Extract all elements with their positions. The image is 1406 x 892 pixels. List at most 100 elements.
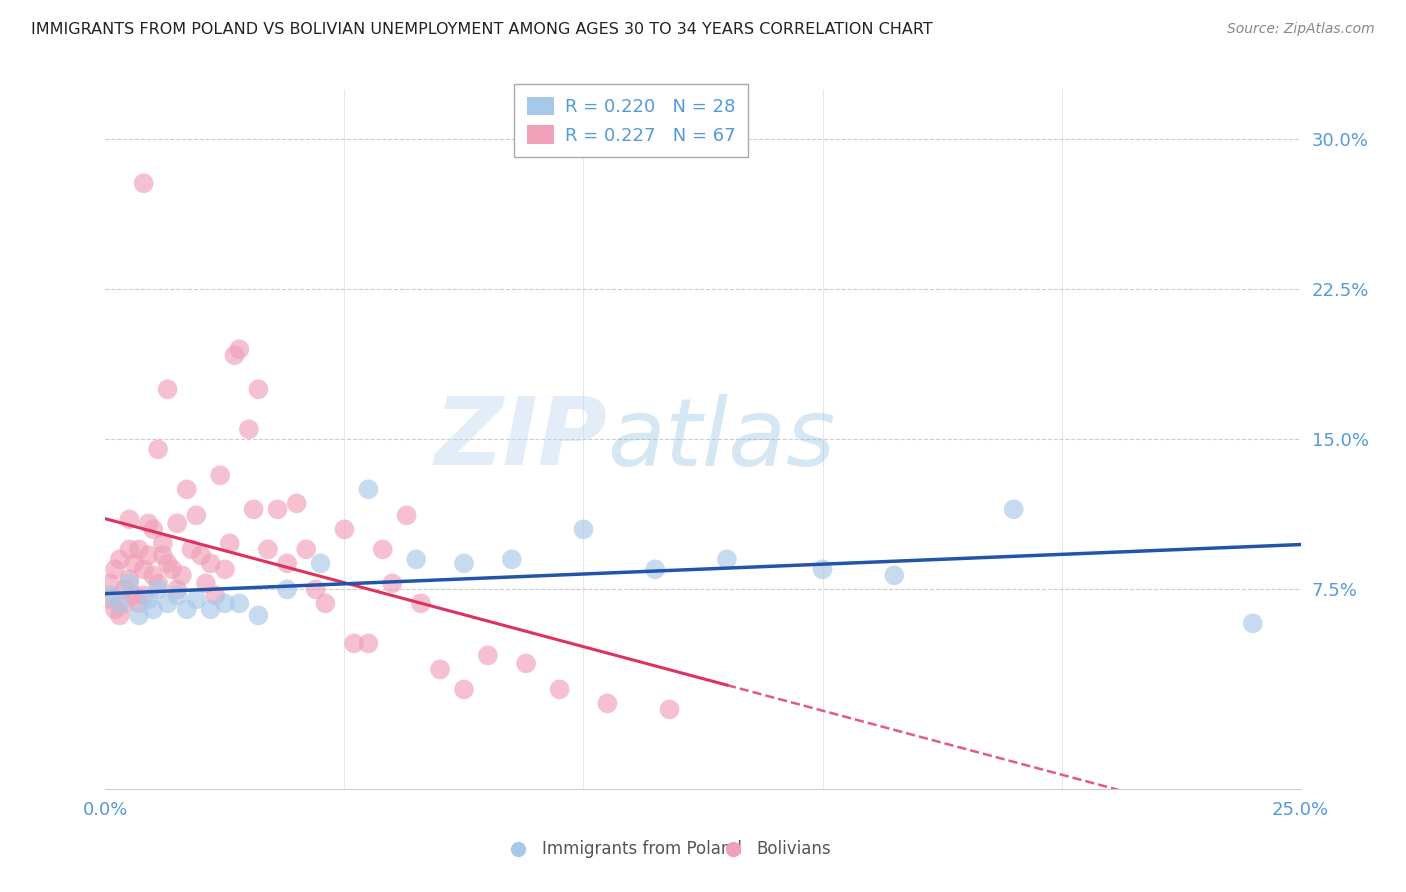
Text: Source: ZipAtlas.com: Source: ZipAtlas.com [1227, 22, 1375, 37]
Point [596, 697, 619, 711]
Point [156, 596, 179, 610]
Point [166, 582, 188, 597]
Point [295, 542, 318, 557]
Point [104, 602, 127, 616]
Point [204, 588, 226, 602]
Point [257, 542, 280, 557]
Point [224, 348, 246, 362]
Point [166, 588, 188, 602]
Point [883, 568, 905, 582]
Point [1002, 502, 1025, 516]
Point [371, 542, 394, 557]
Point [333, 522, 356, 536]
Point [343, 636, 366, 650]
Point [98, 576, 121, 591]
Point [146, 442, 169, 457]
Point [142, 522, 165, 536]
Point [1241, 616, 1264, 631]
Point [409, 596, 432, 610]
Point [395, 508, 418, 523]
Point [200, 602, 222, 616]
Point [118, 573, 141, 587]
Point [190, 549, 212, 563]
Point [228, 343, 250, 357]
Point [194, 576, 217, 591]
Point [285, 496, 308, 510]
Text: Bolivians: Bolivians [756, 840, 831, 858]
Point [132, 176, 155, 190]
Point [453, 682, 475, 697]
Point [118, 576, 141, 591]
Point [186, 592, 208, 607]
Point [309, 557, 332, 571]
Point [501, 552, 523, 566]
Point [209, 468, 232, 483]
Point [811, 562, 834, 576]
Point [122, 557, 145, 571]
Point [108, 552, 131, 566]
Point [108, 596, 131, 610]
Point [118, 542, 141, 557]
Point [170, 568, 193, 582]
Point [305, 582, 328, 597]
Point [314, 596, 336, 610]
Point [218, 536, 240, 550]
Point [716, 552, 738, 566]
Point [453, 557, 475, 571]
Point [276, 582, 298, 597]
Text: atlas: atlas [607, 393, 835, 485]
Text: IMMIGRANTS FROM POLAND VS BOLIVIAN UNEMPLOYMENT AMONG AGES 30 TO 34 YEARS CORREL: IMMIGRANTS FROM POLAND VS BOLIVIAN UNEMP… [31, 22, 932, 37]
Point [114, 582, 136, 597]
Point [118, 512, 141, 526]
Point [405, 552, 427, 566]
Point [477, 648, 499, 663]
Point [128, 608, 150, 623]
Point [166, 516, 188, 531]
Point [247, 382, 270, 396]
Point [176, 483, 198, 497]
Point [247, 608, 270, 623]
Point [381, 576, 404, 591]
Point [357, 636, 380, 650]
Point [138, 549, 160, 563]
Point [162, 562, 184, 576]
Point [138, 592, 160, 607]
Point [658, 702, 681, 716]
Point [644, 562, 666, 576]
Point [176, 602, 198, 616]
Point [266, 502, 288, 516]
Text: Immigrants from Poland: Immigrants from Poland [541, 840, 741, 858]
Point [242, 502, 264, 516]
Point [108, 608, 131, 623]
Point [146, 576, 169, 591]
Point [156, 557, 179, 571]
Point [98, 592, 121, 607]
Point [214, 562, 236, 576]
Point [515, 657, 537, 671]
Point [200, 557, 222, 571]
Point [357, 483, 380, 497]
Point [104, 562, 127, 576]
Point [122, 588, 145, 602]
Point [186, 508, 208, 523]
Point [572, 522, 595, 536]
Point [214, 596, 236, 610]
Point [128, 596, 150, 610]
Point [238, 422, 260, 436]
Legend: R = 0.220   N = 28, R = 0.227   N = 67: R = 0.220 N = 28, R = 0.227 N = 67 [515, 84, 748, 157]
Point [114, 596, 136, 610]
Point [152, 549, 174, 563]
Point [228, 596, 250, 610]
Point [180, 542, 202, 557]
Point [142, 602, 165, 616]
Point [98, 588, 121, 602]
Point [132, 588, 155, 602]
Point [132, 562, 155, 576]
Point [142, 568, 165, 582]
Point [146, 582, 169, 597]
Point [138, 516, 160, 531]
Point [276, 557, 298, 571]
Point [156, 382, 179, 396]
Point [548, 682, 571, 697]
Point [128, 542, 150, 557]
